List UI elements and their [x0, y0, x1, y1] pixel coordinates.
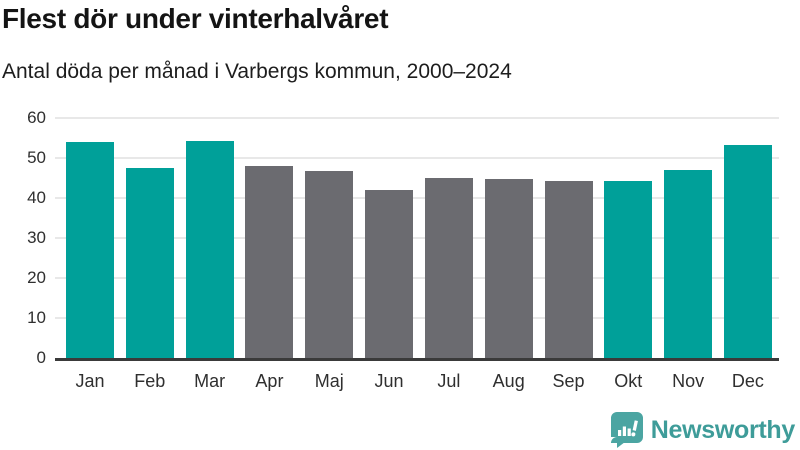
- logo-bubble-shape: [610, 412, 643, 443]
- bar-jun: [365, 189, 414, 358]
- bar-mar: [185, 141, 234, 358]
- newsworthy-logo: Newsworthy: [610, 412, 796, 448]
- x-tick-label-jun: Jun: [374, 371, 404, 391]
- x-axis-labels: Jan Feb Mar Apr Maj Jun Jul Aug Sep Okt Nov Dec: [55, 370, 779, 392]
- gridline-40: [55, 197, 779, 199]
- newsworthy-brand-text: Newsworthy: [650, 415, 796, 444]
- bar-okt: [604, 180, 653, 358]
- bar-nov: [664, 169, 713, 358]
- x-tick-label-jan: Jan: [75, 371, 105, 391]
- x-tick-label-apr: Apr: [255, 371, 284, 391]
- gridlines: [55, 117, 779, 358]
- logo-bar-1: [617, 430, 621, 436]
- x-tick-label-dec: Dec: [731, 371, 764, 391]
- gridline-50: [55, 157, 779, 159]
- logo-bar-3: [627, 428, 631, 436]
- chart-subtitle: Antal döda per månad i Varbergs kommun, …: [2, 60, 512, 83]
- newsworthy-logo-icon: [610, 412, 643, 448]
- x-axis-line: [55, 358, 779, 361]
- gridline-20: [55, 277, 779, 279]
- y-axis-labels: 0 10 20 30 40 50 60: [0, 108, 46, 367]
- y-tick-label-30: 30: [27, 228, 46, 247]
- y-tick-label-40: 40: [27, 188, 46, 207]
- bar-sep: [544, 181, 593, 358]
- bar-apr: [245, 166, 294, 358]
- x-tick-label-sep: Sep: [552, 371, 585, 391]
- x-tick-label-feb: Feb: [134, 371, 166, 391]
- bar-series: [55, 118, 779, 358]
- bar-feb: [125, 168, 174, 358]
- bar-jan: [66, 142, 114, 358]
- x-tick-label-jul: Jul: [437, 371, 461, 391]
- gridline-10: [55, 317, 779, 319]
- logo-bar-2: [622, 426, 626, 436]
- chart-title: Flest dör under vinterhalvåret: [2, 3, 389, 34]
- logo-bubble-tail: [616, 442, 625, 448]
- x-tick-label-aug: Aug: [492, 371, 525, 391]
- gridline-30: [55, 237, 779, 239]
- x-tick-label-okt: Okt: [614, 371, 643, 391]
- x-tick-label-mar: Mar: [194, 371, 226, 391]
- x-tick-label-maj: Maj: [314, 371, 344, 391]
- bar-aug: [484, 179, 533, 358]
- y-tick-label-50: 50: [27, 148, 46, 167]
- y-tick-label-0: 0: [36, 348, 46, 367]
- logo-exclamation: [631, 420, 638, 437]
- bar-dec: [723, 145, 772, 358]
- plot-area: [55, 117, 779, 361]
- y-tick-label-20: 20: [27, 268, 46, 287]
- bar-jul: [424, 178, 473, 358]
- x-tick-label-nov: Nov: [672, 371, 705, 391]
- y-tick-label-10: 10: [27, 308, 46, 327]
- bar-maj: [305, 171, 354, 358]
- y-tick-label-60: 60: [27, 108, 46, 127]
- gridline-60: [55, 117, 779, 119]
